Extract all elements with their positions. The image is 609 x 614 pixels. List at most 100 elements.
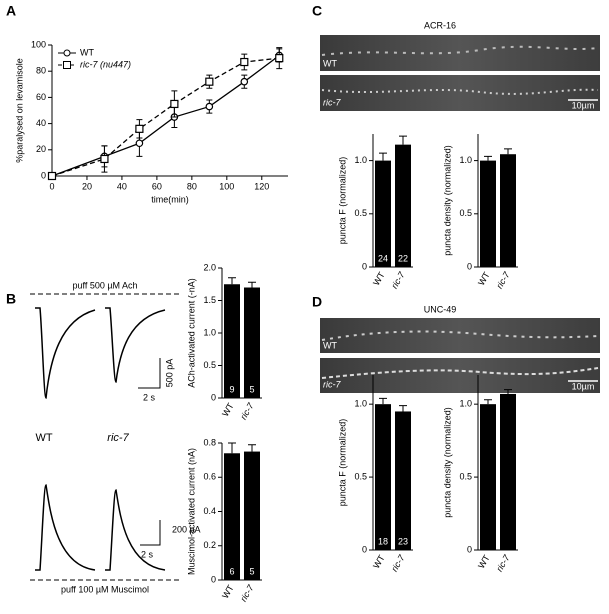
y-tick-label: 0.4 [203,506,216,516]
series-line [51,57,280,177]
micrograph [320,318,600,353]
bar [375,160,391,267]
x-tick-label: WT [371,270,387,288]
legend-marker [63,61,71,69]
error-bar [504,389,512,394]
image-row-label: WT [323,58,337,68]
scale-label: 10µm [572,100,595,110]
x-tick-label: ric-7 [494,269,512,290]
error-bar [399,135,407,145]
x-tick-label: WT [476,553,492,571]
y-axis-label: puncta F (normalized) [337,419,347,507]
genotype-label: WT [35,432,52,444]
y-tick-label: 60 [36,92,46,102]
y-tick-label: 0 [467,261,472,271]
error-bar [248,444,256,452]
x-tick-label: WT [220,583,236,601]
y-axis-label: ACh-activated current (-nA) [186,278,196,388]
marker [135,124,144,133]
y-tick-label: 0 [362,261,367,271]
musc-trace [35,484,96,571]
n-label: 23 [398,536,408,546]
bar [244,451,260,580]
x-tick-label: WT [476,270,492,288]
error-bar [484,399,492,405]
scale-label: 2 s [143,392,156,402]
x-tick-label: ric-7 [389,552,407,573]
bar [500,154,516,267]
y-tick-label: 1.0 [459,399,472,409]
bar [480,160,496,267]
scale-bar [140,520,161,546]
image-title: UNC-49 [424,304,457,314]
bar [480,404,496,550]
n-label: 24 [378,253,388,263]
series-line [51,54,280,177]
y-tick-label: 1.0 [459,155,472,165]
marker [275,53,284,63]
bar [395,411,411,550]
panel-label: A [6,3,16,19]
y-tick-label: 1.0 [203,327,216,337]
error-bar [228,442,236,454]
bar [500,393,516,550]
image-row-label: WT [323,340,337,350]
y-tick-label: 0.5 [354,208,367,218]
neurite [321,330,599,341]
ach-trace [35,307,96,399]
image-title: ACR-16 [424,20,456,30]
error-bar [379,152,387,161]
y-axis-label: Muscimol-activated current (nA) [186,448,196,575]
marker [205,77,214,86]
y-tick-label: 1.0 [354,399,367,409]
scale-label: 10µm [572,381,595,391]
y-tick-label: 1.5 [203,295,216,305]
x-tick-label: WT [371,553,387,571]
scale-label: 2 s [141,549,154,559]
x-tick-label: 60 [152,181,162,191]
error-bar [379,397,387,405]
marker [240,77,249,86]
y-tick-label: 0.2 [203,540,216,550]
error-bar [504,148,512,155]
image-row-label: ric-7 [323,97,341,107]
y-axis-label: puncta density (normalized) [442,407,452,518]
n-label: 5 [249,384,254,394]
y-tick-label: 0 [211,574,216,584]
n-label: 9 [229,384,234,394]
n-label: 6 [229,566,234,576]
marker [47,171,57,181]
legend-label: WT [80,47,94,57]
y-tick-label: 2.0 [203,262,216,272]
scale-label: 500 pA [164,359,174,388]
legend-label: ric-7 (nu447) [80,59,131,69]
puff-label: puff 500 µM Ach [72,280,137,290]
y-tick-label: 0 [467,544,472,554]
bar [244,287,260,398]
y-tick-label: 0.5 [459,471,472,481]
genotype-label: ric-7 [107,432,129,444]
x-tick-label: 120 [254,181,269,191]
musc-trace [105,489,166,571]
y-tick-label: 0 [41,170,46,180]
marker [100,154,109,164]
neurite [321,367,599,379]
y-tick-label: 40 [36,118,46,128]
error-bar [399,405,407,412]
puff-label: puff 100 µM Muscimol [61,584,149,594]
scale-bar [138,358,161,389]
image-panel: ACR-16 WT ric-7 10µm [320,20,600,111]
y-axis-label: %paralysed on levamisole [14,58,24,163]
neurite [321,45,599,56]
y-tick-label: 100 [31,39,46,49]
image-panel: UNC-49 WT ric-7 10µm [320,304,600,393]
bar [224,284,240,398]
x-axis-label: time(min) [151,194,189,204]
micrograph [320,358,600,393]
panel-label: C [312,3,322,19]
y-tick-label: 1.0 [354,155,367,165]
marker [170,99,179,109]
error-bar [248,281,256,288]
marker [135,139,144,148]
